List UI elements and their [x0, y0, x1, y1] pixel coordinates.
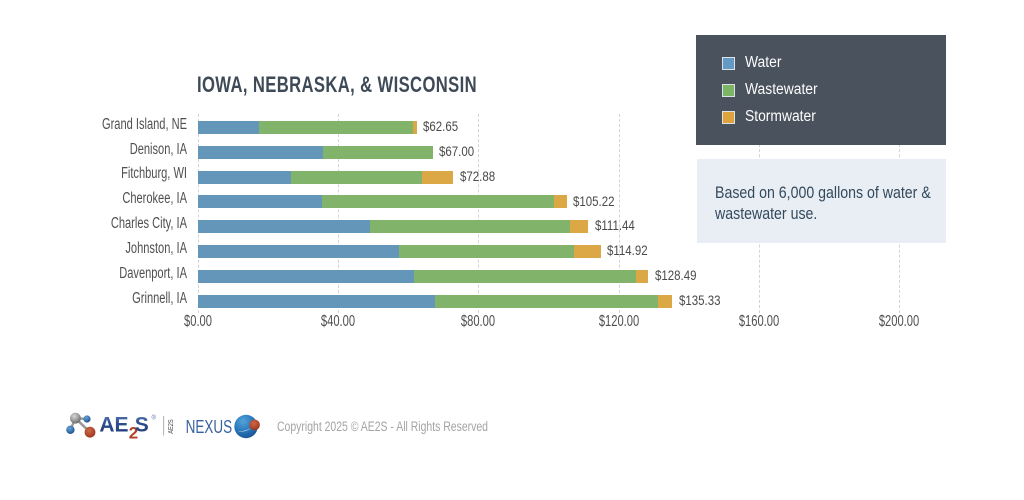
- svg-text:AE: AE: [99, 414, 128, 437]
- svg-text:AE2S: AE2S: [166, 419, 175, 434]
- svg-text:2: 2: [129, 424, 138, 443]
- svg-text:NEXUS: NEXUS: [186, 416, 233, 437]
- svg-text:®: ®: [152, 415, 157, 422]
- svg-text:S: S: [135, 414, 149, 437]
